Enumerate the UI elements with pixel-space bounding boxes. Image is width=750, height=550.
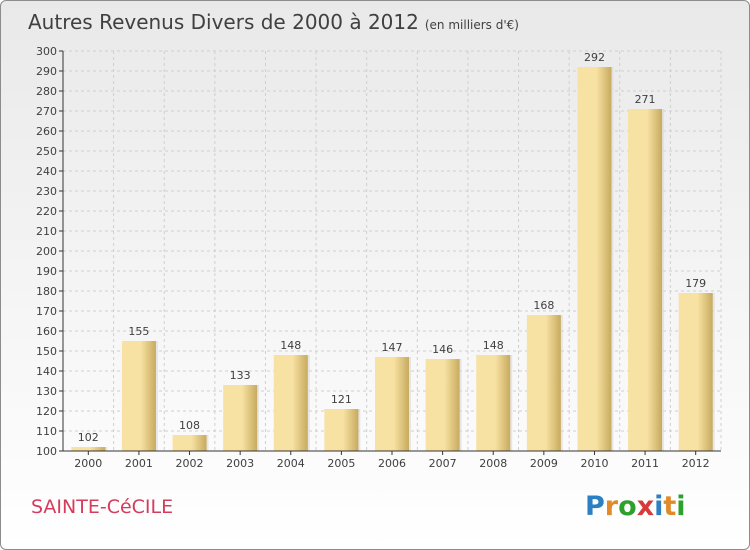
logo-letter: r [604, 491, 619, 522]
bar-value-label: 148 [483, 339, 504, 352]
bar-value-label: 108 [179, 419, 200, 432]
y-tick-label: 250 [36, 145, 57, 158]
bar-value-label: 271 [635, 93, 656, 106]
bar [273, 355, 308, 451]
x-tick-label: 2012 [682, 457, 710, 470]
y-tick-label: 300 [36, 45, 57, 58]
y-tick-label: 240 [36, 165, 57, 178]
bar-value-label: 179 [685, 277, 706, 290]
x-tick-label: 2000 [74, 457, 102, 470]
y-tick-label: 190 [36, 265, 57, 278]
bar [526, 315, 561, 451]
x-tick-label: 2009 [530, 457, 558, 470]
bar-value-label: 121 [331, 393, 352, 406]
bar [324, 409, 359, 451]
bar [678, 293, 713, 451]
chart-title-unit: (en milliers d'€) [424, 18, 519, 32]
y-tick-label: 280 [36, 85, 57, 98]
y-tick-label: 150 [36, 345, 57, 358]
x-tick-label: 2001 [125, 457, 153, 470]
y-tick-label: 160 [36, 325, 57, 338]
bar [476, 355, 511, 451]
bar [628, 109, 663, 451]
bar [375, 357, 409, 451]
x-tick-label: 2004 [277, 457, 305, 470]
logo-letter: t [663, 491, 677, 522]
x-tick-label: 2003 [226, 457, 254, 470]
bar [223, 385, 258, 451]
bar-value-label: 147 [382, 341, 403, 354]
y-tick-label: 170 [36, 305, 57, 318]
y-tick-label: 140 [36, 365, 57, 378]
x-tick-label: 2006 [378, 457, 406, 470]
bar [121, 341, 156, 451]
logo-letter: o [618, 491, 637, 522]
bar-value-label: 155 [128, 325, 149, 338]
logo-letter: i [654, 491, 664, 522]
bar [71, 447, 106, 451]
bar [172, 435, 207, 451]
y-tick-label: 220 [36, 205, 57, 218]
bar-value-label: 168 [533, 299, 554, 312]
y-tick-label: 270 [36, 105, 57, 118]
proxiti-logo: Proxiti [585, 491, 686, 522]
x-tick-label: 2007 [429, 457, 457, 470]
x-tick-label: 2010 [580, 457, 608, 470]
y-tick-label: 180 [36, 285, 57, 298]
bar-value-label: 292 [584, 51, 605, 64]
bar-value-label: 102 [78, 431, 99, 444]
logo-letter: P [585, 491, 605, 522]
bar-value-label: 133 [230, 369, 251, 382]
logo-letter: i [676, 491, 686, 522]
y-tick-label: 210 [36, 225, 57, 238]
x-tick-label: 2005 [327, 457, 355, 470]
y-tick-label: 200 [36, 245, 57, 258]
bar [425, 359, 460, 451]
x-tick-label: 2011 [631, 457, 659, 470]
commune-name: SAINTE-CéCILE [31, 496, 174, 518]
bar-value-label: 146 [432, 343, 453, 356]
y-tick-label: 290 [36, 65, 57, 78]
x-tick-label: 2002 [176, 457, 204, 470]
x-tick-label: 2008 [479, 457, 507, 470]
chart-title-text: Autres Revenus Divers de 2000 à 2012 [28, 10, 419, 34]
y-tick-label: 120 [36, 405, 57, 418]
y-tick-label: 110 [36, 425, 57, 438]
y-tick-label: 260 [36, 125, 57, 138]
y-tick-label: 100 [36, 445, 57, 458]
logo-letter: x [636, 491, 655, 522]
y-tick-label: 130 [36, 385, 57, 398]
bar [577, 67, 612, 451]
chart-title: Autres Revenus Divers de 2000 à 2012 (en … [28, 10, 519, 34]
bar-value-label: 148 [280, 339, 301, 352]
y-tick-label: 230 [36, 185, 57, 198]
